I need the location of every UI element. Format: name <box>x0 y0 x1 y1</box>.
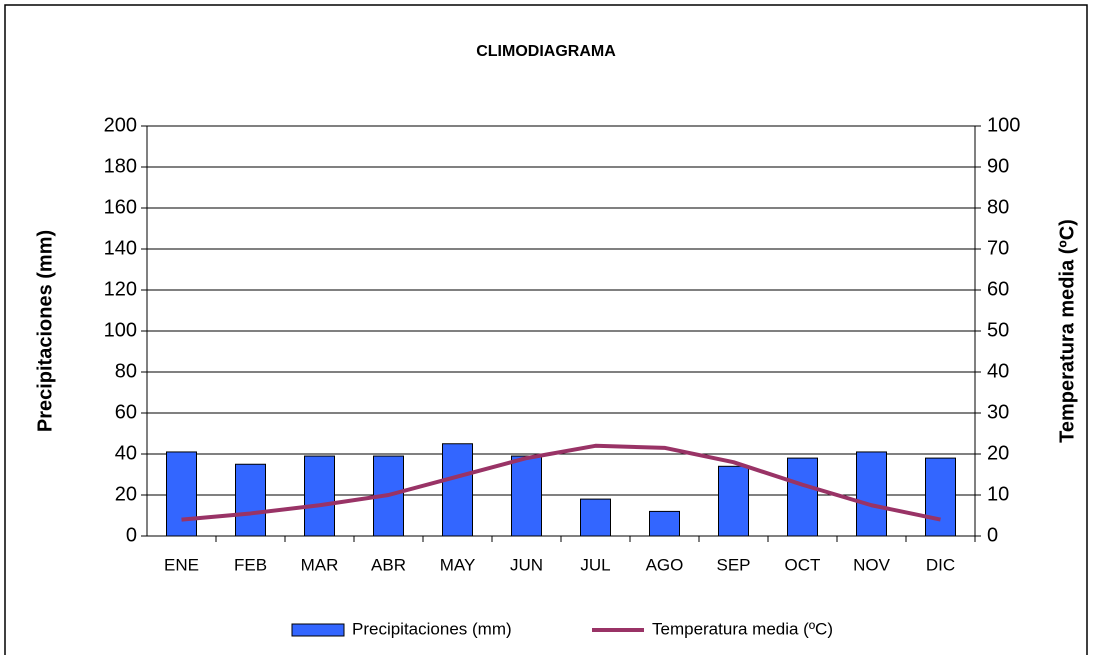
chart-border <box>4 4 1088 655</box>
legend-label: Temperatura media (ºC) <box>652 619 833 638</box>
y-tick-label: 200 <box>104 114 137 136</box>
bar <box>856 451 887 537</box>
x-tick-label: FEB <box>234 555 267 574</box>
y-tick-label: 20 <box>115 483 137 505</box>
x-tick-label: ENE <box>164 555 199 574</box>
x-tick-label: NOV <box>853 555 891 574</box>
x-tick-label: MAR <box>301 555 339 574</box>
chart-title: CLIMODIAGRAMA <box>476 43 616 60</box>
bar <box>649 510 680 537</box>
y2-tick-label: 40 <box>987 360 1009 382</box>
x-tick-label: JUL <box>580 555 610 574</box>
x-tick-label: SEP <box>716 555 750 574</box>
y-tick-label: 100 <box>104 319 137 341</box>
y-tick-label: 0 <box>126 524 137 546</box>
y2-tick-label: 20 <box>987 442 1009 464</box>
bar <box>787 457 818 537</box>
bar <box>511 455 542 537</box>
y2-tick-label: 30 <box>987 401 1009 423</box>
y-tick-label: 60 <box>115 401 137 423</box>
y2-axis-label: Temperatura media (ºC) <box>1056 219 1078 443</box>
y-tick-label: 40 <box>115 442 137 464</box>
y2-tick-label: 0 <box>987 524 998 546</box>
bar <box>166 451 197 537</box>
bar <box>718 465 749 537</box>
y-axis-label: Precipitaciones (mm) <box>34 230 56 432</box>
x-tick-label: OCT <box>785 555 821 574</box>
line <box>181 443 941 522</box>
bar <box>580 498 611 537</box>
y2-tick-label: 60 <box>987 278 1009 300</box>
bar <box>925 457 956 537</box>
x-tick-label: AGO <box>646 555 684 574</box>
y-tick-label: 160 <box>104 196 137 218</box>
legend-label: Precipitaciones (mm) <box>352 619 512 638</box>
y2-tick-label: 80 <box>987 196 1009 218</box>
x-tick-label: DIC <box>926 555 955 574</box>
legend-swatch <box>291 623 345 637</box>
y-tick-label: 180 <box>104 155 137 177</box>
y-tick-label: 120 <box>104 278 137 300</box>
x-tick-label: MAY <box>440 555 476 574</box>
y2-tick-label: 10 <box>987 483 1009 505</box>
y-tick-label: 80 <box>115 360 137 382</box>
bar <box>235 463 266 537</box>
y2-tick-label: 50 <box>987 319 1009 341</box>
x-tick-label: JUN <box>510 555 543 574</box>
bar <box>442 443 473 537</box>
bar <box>304 455 335 537</box>
x-tick-label: ABR <box>371 555 406 574</box>
y-tick-label: 140 <box>104 237 137 259</box>
y2-tick-label: 100 <box>987 114 1020 136</box>
y2-tick-label: 90 <box>987 155 1009 177</box>
y2-tick-label: 70 <box>987 237 1009 259</box>
